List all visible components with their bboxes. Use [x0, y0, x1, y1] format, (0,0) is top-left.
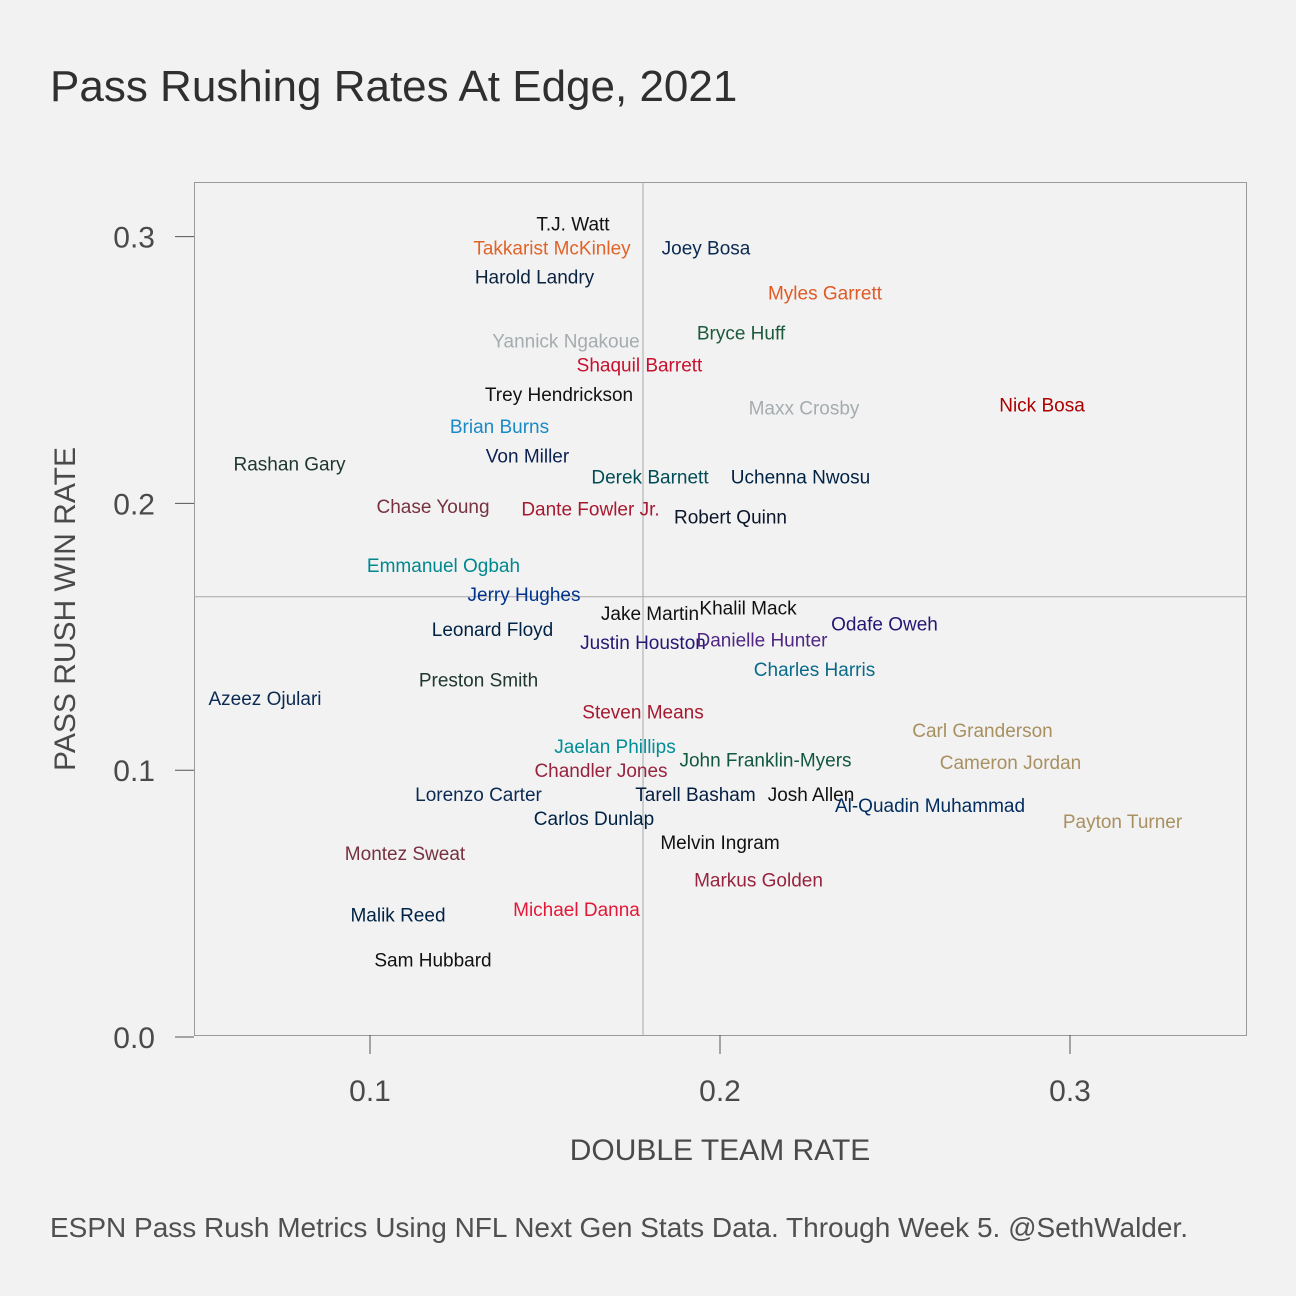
data-point-label: Nick Bosa	[999, 396, 1085, 417]
data-point-label: Jaelan Phillips	[554, 737, 675, 758]
data-point-label: Uchenna Nwosu	[731, 468, 870, 489]
data-point-label: Emmanuel Ogbah	[367, 556, 520, 577]
data-point-label: Takkarist McKinley	[473, 238, 631, 259]
data-point-label: Melvin Ingram	[660, 833, 779, 854]
data-point-label: Rashan Gary	[234, 454, 346, 475]
x-tick-label: 0.1	[349, 1075, 391, 1108]
data-point-label: Charles Harris	[754, 660, 875, 681]
data-point-label: Leonard Floyd	[432, 620, 553, 641]
data-point-label: T.J. Watt	[536, 214, 610, 235]
y-tick-label: 0.3	[113, 222, 155, 255]
y-tick-label: 0.0	[113, 1022, 155, 1055]
y-tick-label: 0.2	[113, 488, 155, 521]
data-point-label: Khalil Mack	[699, 598, 797, 619]
data-point-label: Myles Garrett	[768, 284, 883, 305]
chart-caption: ESPN Pass Rush Metrics Using NFL Next Ge…	[50, 1212, 1188, 1243]
data-point-label: Markus Golden	[694, 871, 823, 892]
data-point-label: Tarell Basham	[635, 785, 755, 806]
data-point-label: John Franklin-Myers	[679, 751, 851, 772]
data-point-label: Chandler Jones	[534, 761, 667, 782]
y-axis: 0.0 0.1 0.2 0.3	[113, 222, 194, 1055]
data-point-label: Cameron Jordan	[940, 753, 1082, 774]
x-tick-label: 0.2	[699, 1075, 741, 1108]
data-point-label: Justin Houston	[580, 633, 706, 654]
data-point-label: Lorenzo Carter	[415, 785, 542, 806]
data-point-label: Shaquil Barrett	[577, 356, 703, 377]
data-point-label: Josh Allen	[768, 785, 855, 806]
data-point-label: Sam Hubbard	[374, 951, 491, 972]
data-point-label: Maxx Crosby	[749, 398, 860, 419]
data-point-label: Malik Reed	[350, 905, 445, 926]
data-point-label: Michael Danna	[513, 900, 640, 921]
data-point-label: Odafe Oweh	[831, 614, 938, 635]
data-point-label: Steven Means	[582, 703, 703, 724]
y-axis-label: PASS RUSH WIN RATE	[49, 447, 82, 771]
data-point-label: Robert Quinn	[674, 508, 787, 529]
data-point-label: Al-Quadin Muhammad	[835, 796, 1025, 817]
data-point-label: Derek Barnett	[591, 468, 709, 489]
x-axis-label: DOUBLE TEAM RATE	[570, 1134, 871, 1167]
reference-lines	[194, 182, 1246, 1035]
data-point-label: Brian Burns	[450, 417, 549, 438]
data-point-label: Azeez Ojulari	[209, 689, 322, 710]
data-labels: T.J. Watt Takkarist McKinley Joey Bosa Haro…	[209, 214, 1183, 971]
data-point-label: Yannick Ngakoue	[492, 332, 640, 353]
data-point-label: Trey Hendrickson	[485, 385, 633, 406]
data-point-label: Bryce Huff	[697, 324, 786, 345]
data-point-label: Harold Landry	[475, 268, 595, 289]
x-axis: 0.1 0.2 0.3	[349, 1035, 1091, 1108]
data-point-label: Jerry Hughes	[468, 585, 581, 606]
data-point-label: Carl Granderson	[912, 721, 1052, 742]
data-point-label: Preston Smith	[419, 670, 538, 691]
data-point-label: Jake Martin	[601, 604, 699, 625]
data-point-label: Chase Young	[376, 497, 489, 518]
data-point-label: Payton Turner	[1063, 812, 1183, 833]
data-point-label: Danielle Hunter	[697, 630, 829, 651]
data-point-label: Joey Bosa	[662, 238, 751, 259]
x-tick-label: 0.3	[1049, 1075, 1091, 1108]
data-point-label: Dante Fowler Jr.	[521, 500, 659, 521]
data-point-label: Carlos Dunlap	[534, 809, 654, 830]
data-point-label: Von Miller	[486, 446, 570, 467]
y-tick-label: 0.1	[113, 755, 155, 788]
chart-title: Pass Rushing Rates At Edge, 2021	[50, 62, 738, 111]
data-point-label: Montez Sweat	[345, 844, 466, 865]
